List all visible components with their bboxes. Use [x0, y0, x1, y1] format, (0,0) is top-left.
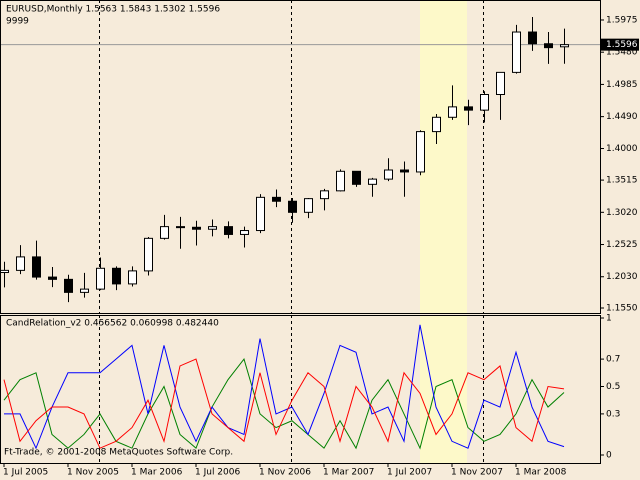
chart-title: EURUSD,Monthly 1.5563 1.5843 1.5302 1.55…: [6, 5, 220, 15]
candle-body: [224, 226, 233, 235]
x-tick-label: 1 Jul 2006: [195, 468, 240, 478]
candle-body: [448, 106, 457, 118]
candle-body: [464, 106, 473, 111]
candle-body: [192, 226, 201, 230]
candle-body: [512, 31, 521, 73]
indicator-line: [3, 358, 565, 449]
indicator-line: [4, 324, 565, 450]
y-tick-label: 0.7: [606, 355, 620, 365]
candle-body: [32, 256, 41, 278]
candle-body: [128, 270, 137, 285]
chart-subtitle: 9999: [6, 17, 29, 27]
highlight-band: [420, 315, 467, 463]
y-tick-label: 0.3: [606, 409, 620, 419]
candle-body: [160, 226, 169, 239]
candle-body: [320, 190, 329, 200]
candle-body: [544, 43, 553, 49]
y-tick-label: 1.4985: [606, 80, 638, 90]
candle-body: [96, 267, 105, 290]
candle-body: [416, 131, 425, 173]
candle-body: [240, 230, 249, 235]
candle-body: [352, 170, 361, 185]
x-tick-label: 1 Nov 2006: [259, 468, 311, 478]
candle-body: [304, 198, 313, 213]
indicator-frame: [0, 315, 601, 464]
y-tick-label: 0.5: [606, 382, 620, 392]
x-tick-label: 1 Mar 2006: [131, 468, 183, 478]
candle-body: [64, 278, 73, 293]
last-price-box: [601, 38, 639, 51]
y-tick-label: 1.5975: [606, 15, 638, 25]
candle-body: [432, 116, 441, 133]
y-tick-label: 0: [606, 451, 612, 461]
candle-body: [480, 94, 489, 111]
candle-body: [256, 196, 265, 232]
candle-body: [272, 196, 281, 202]
candle-body: [144, 237, 153, 272]
candle-body: [80, 288, 89, 293]
x-tick-label: 1 Mar 2008: [515, 468, 567, 478]
candle-body: [400, 169, 409, 173]
candle-body: [560, 44, 569, 48]
candle-body: [336, 170, 345, 192]
candle-body: [496, 71, 505, 96]
x-tick-label: 1 Jul 2005: [3, 468, 48, 478]
candle-body: [384, 169, 393, 180]
x-tick-label: 1 Jul 2007: [387, 468, 432, 478]
x-tick-label: 1 Nov 2005: [67, 468, 119, 478]
candle-body: [528, 31, 537, 45]
candle-body: [368, 178, 377, 185]
y-tick-label: 1.3020: [606, 208, 638, 218]
candle-body: [176, 226, 185, 229]
watermark: Ft-Trade, © 2001-2008 MetaQuotes Softwar…: [4, 448, 233, 458]
indicator-title: CandRelation_v2 0.456562 0.060998 0.4824…: [6, 319, 219, 329]
candle-body: [288, 200, 297, 213]
main-frame: [0, 0, 601, 314]
x-tick-label: 1 Nov 2007: [451, 468, 503, 478]
highlight-band: [420, 0, 467, 313]
y-tick-label: 1.3515: [606, 176, 638, 186]
y-tick-label: 1.4490: [606, 112, 638, 122]
y-tick-label: 1.5480: [606, 48, 638, 58]
x-tick-label: 1 Mar 2007: [323, 468, 374, 478]
last-price-label: 1.5596: [606, 40, 638, 50]
candle-body: [208, 226, 217, 230]
candle-body: [112, 267, 121, 285]
indicator-line: [3, 358, 565, 450]
candle-body: [48, 276, 57, 280]
y-tick-label: 1: [606, 314, 612, 324]
y-tick-label: 1.2525: [606, 240, 638, 250]
candle-body: [16, 256, 25, 271]
y-tick-label: 1.2030: [606, 272, 638, 282]
candle-body: [0, 269, 9, 274]
y-tick-label: 1.4000: [606, 144, 638, 154]
separators: [99, 0, 484, 463]
y-tick-label: 1.1550: [606, 303, 638, 313]
